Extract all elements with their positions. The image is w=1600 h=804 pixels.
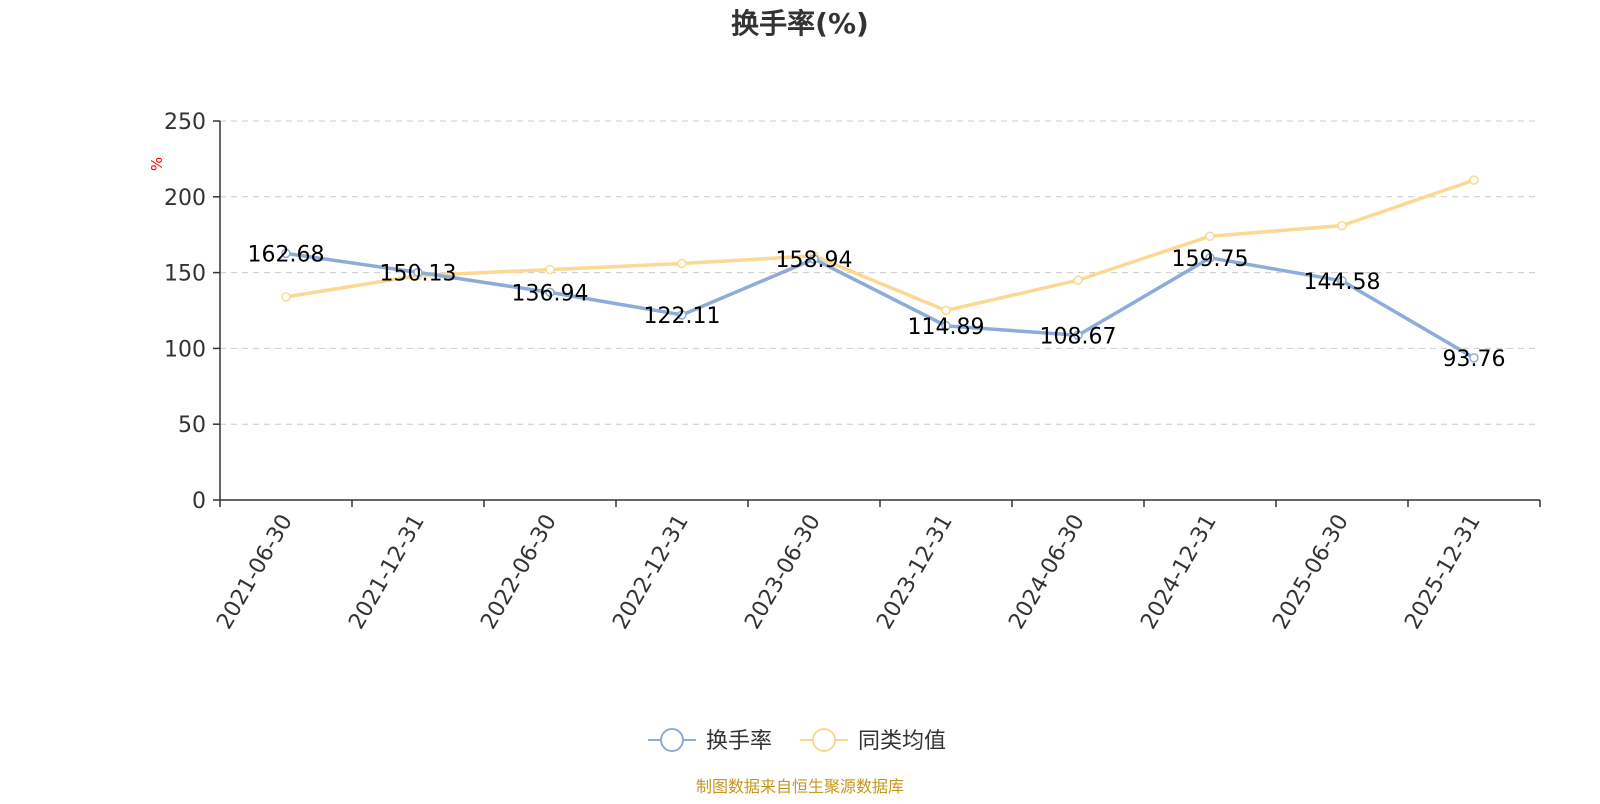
x-tick-label-2024-12-31: 2024-12-31 xyxy=(1136,510,1222,633)
series-0-point-8 xyxy=(1337,276,1347,286)
data-label-6: 108.67 xyxy=(1040,324,1117,349)
data-labels: 162.68 150.13 136.94 122.11 158.94 114.89 108.… xyxy=(248,242,1506,371)
y-axis-label: % xyxy=(148,157,166,171)
series-line-1 xyxy=(284,178,1476,313)
series-1-point-8 xyxy=(1337,220,1347,231)
x-tick-label-2024-06-30: 2024-06-30 xyxy=(1004,510,1090,633)
y-tick-label-100: 100 xyxy=(164,337,206,362)
y-tick-label-50: 50 xyxy=(178,413,206,438)
series-1-point-2 xyxy=(545,264,555,275)
series-0-point-5 xyxy=(941,321,951,331)
data-label-3: 122.11 xyxy=(644,304,721,329)
legend-label-peer-average: 同类均值 xyxy=(858,729,946,754)
legend-item-peer-average[interactable]: 同类均值 xyxy=(800,728,946,754)
source-note: 制图数据来自恒生聚源数据库 xyxy=(696,777,904,796)
y-tick-label-200: 200 xyxy=(164,186,206,211)
x-tick-label-2023-06-30: 2023-06-30 xyxy=(740,510,826,633)
series-1-point-5 xyxy=(941,305,951,316)
x-tick-label-2021-12-31: 2021-12-31 xyxy=(344,510,430,633)
grid-lines xyxy=(220,120,1540,425)
x-tick-label-2022-12-31: 2022-12-31 xyxy=(608,510,694,633)
y-tick-label-250: 250 xyxy=(164,110,206,135)
chart-title: 换手率(%) xyxy=(731,7,869,40)
series-0-point-0 xyxy=(281,248,291,259)
x-tick-label-2025-12-31: 2025-12-31 xyxy=(1400,510,1486,633)
data-label-8: 144.58 xyxy=(1304,270,1381,295)
series xyxy=(281,175,1479,363)
series-line-0 xyxy=(284,251,1476,360)
legend-marker-peer-average xyxy=(812,728,836,752)
series-0-point-9 xyxy=(1469,353,1479,363)
data-label-2: 136.94 xyxy=(512,281,589,306)
series-0-point-4 xyxy=(809,254,819,264)
legend-item-turnover[interactable]: 换手率 xyxy=(648,728,772,754)
y-tick-label-0: 0 xyxy=(192,489,206,514)
series-1-point-0 xyxy=(281,292,291,302)
series-1-point-9 xyxy=(1469,175,1479,185)
data-label-1: 150.13 xyxy=(380,261,457,286)
data-label-0: 162.68 xyxy=(248,242,325,267)
x-tick-label-2023-12-31: 2023-12-31 xyxy=(872,510,958,633)
series-1-point-3 xyxy=(677,258,687,269)
legend: 换手率 同类均值 xyxy=(648,728,946,754)
x-tick-label-2022-06-30: 2022-06-30 xyxy=(476,510,562,633)
series-0-point-3 xyxy=(677,310,687,320)
series-1-point-6 xyxy=(1073,275,1083,285)
series-0-point-7 xyxy=(1205,253,1215,263)
x-tick-label-2021-06-30: 2021-06-30 xyxy=(212,510,298,633)
series-1-point-7 xyxy=(1205,231,1215,241)
axes: 0 50 100 150 200 250 2021-06-30 2021-12-31 2022-… xyxy=(164,110,1541,634)
y-tick-label-150: 150 xyxy=(164,262,206,287)
x-tick-label-2025-06-30: 2025-06-30 xyxy=(1268,510,1354,633)
series-0-point-6 xyxy=(1073,330,1083,341)
series-0-point-2 xyxy=(545,287,555,298)
legend-marker-turnover xyxy=(660,728,684,752)
data-label-7: 159.75 xyxy=(1172,247,1249,272)
data-label-4: 158.94 xyxy=(776,248,853,273)
series-0-point-1 xyxy=(413,267,423,278)
legend-label-turnover: 换手率 xyxy=(706,729,772,754)
data-label-5: 114.89 xyxy=(908,315,985,340)
data-label-9: 93.76 xyxy=(1443,347,1506,372)
